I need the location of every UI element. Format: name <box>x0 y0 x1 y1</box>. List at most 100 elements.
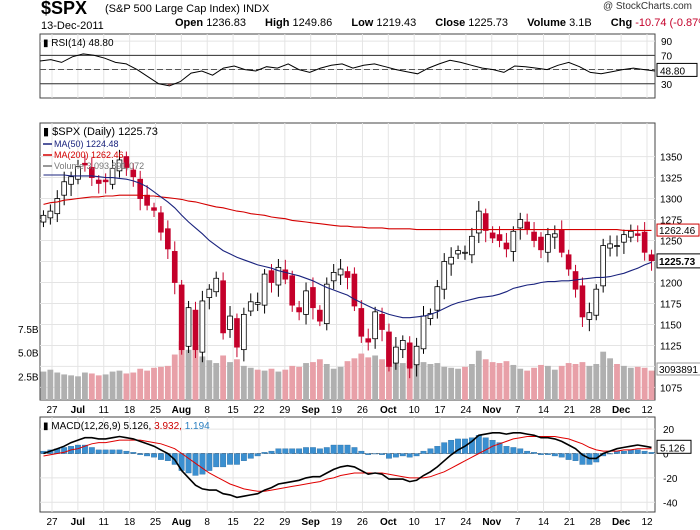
macd-histogram-bar <box>137 453 144 455</box>
volume-bar <box>634 366 641 400</box>
macd-histogram-bar <box>344 444 351 454</box>
macd-histogram-bar <box>510 447 517 454</box>
candle-body <box>144 194 150 206</box>
macd-x-tick-label: 27 <box>46 517 58 528</box>
macd-histogram-bar <box>365 453 372 455</box>
volume-bar <box>413 359 420 400</box>
x-tick-label: 11 <box>99 405 110 416</box>
macd-histogram-bar <box>102 449 109 454</box>
candle-body <box>54 198 61 215</box>
ma200-tag-value: 1262.46 <box>659 226 696 237</box>
macd-x-tick-label: Jul <box>71 517 86 528</box>
volume-bar <box>88 373 95 400</box>
candle-body <box>323 283 330 325</box>
ma50-line <box>43 174 652 319</box>
macd-signal-line <box>43 436 652 492</box>
candle-body <box>337 268 344 276</box>
macd-x-tick-label: 26 <box>357 517 369 528</box>
candle-body <box>648 254 655 262</box>
volume-bar <box>420 362 427 400</box>
candle-body <box>303 290 309 315</box>
close-label: Close <box>435 17 466 29</box>
volume-tag-box <box>656 362 700 376</box>
candle-body <box>393 346 399 364</box>
candle-body <box>475 210 482 234</box>
candle-body <box>634 233 641 236</box>
volume-bar <box>82 372 88 400</box>
candle-body <box>116 159 123 172</box>
candle-body <box>151 207 157 211</box>
volume-bar <box>448 367 455 400</box>
x-tick-label: 8 <box>204 405 210 416</box>
quote-date: 13-Dec-2011 <box>41 20 104 32</box>
volume-bar <box>213 363 220 400</box>
volume-bar <box>427 364 434 400</box>
candle-body <box>213 277 220 293</box>
x-tick-label: 26 <box>357 405 369 416</box>
macd-x-tick-label: 14 <box>538 517 550 528</box>
volume-bar <box>386 347 392 400</box>
volume-bar <box>551 369 558 400</box>
volume-bar <box>123 373 130 400</box>
macd-histogram-bar <box>482 437 489 454</box>
candle-body <box>607 243 613 249</box>
price-tick-label: 1350 <box>660 153 683 164</box>
volume-bar <box>282 369 289 400</box>
candle-body <box>89 167 95 178</box>
security-name: (S&P 500 Large Cap Index) <box>105 3 240 15</box>
macd-histogram-bar <box>282 448 289 454</box>
macd-histogram-bar <box>310 447 316 454</box>
volume-bar <box>323 364 330 400</box>
volume-bar <box>261 370 268 400</box>
legend-entry: MA(200) 1262.46 <box>54 150 124 160</box>
macd-histogram-bar <box>572 453 579 461</box>
volume-bar <box>441 366 448 400</box>
macd-x-tick-label: 8 <box>204 517 210 528</box>
exchange-code: INDX <box>243 3 270 15</box>
macd-histogram-bar <box>323 447 330 454</box>
x-tick-label: Aug <box>172 405 191 416</box>
volume-bar <box>621 365 627 400</box>
volume-bar <box>310 362 316 400</box>
macd-x-tick-label: 12 <box>641 517 653 528</box>
credit-text: @ StockCharts.com <box>602 1 692 12</box>
macd-x-tick-label: Nov <box>482 517 501 528</box>
candle-body <box>47 210 54 219</box>
macd-title-hist: 1.194 <box>185 421 210 432</box>
volume-bar <box>303 363 309 400</box>
volume-bar <box>254 369 261 400</box>
rsi-last-box <box>656 62 698 77</box>
candle-body <box>593 288 600 316</box>
rsi-tick-label: 70 <box>661 51 673 62</box>
volume-bar <box>206 360 213 400</box>
volume-bar <box>344 361 351 400</box>
candle-body <box>365 338 372 343</box>
change-value: -10.74 (-0.87%) <box>635 17 700 29</box>
x-tick-label: 28 <box>590 405 602 416</box>
macd-x-tick-label: 29 <box>279 517 291 528</box>
macd-histogram-bar <box>379 453 385 455</box>
legend-entry: Volume 3,093,891,072 <box>54 161 144 171</box>
macd-x-tick-label: 11 <box>99 517 110 528</box>
x-tick-label: Nov <box>482 405 501 416</box>
macd-last-box <box>656 439 692 454</box>
high-label: High <box>265 17 290 29</box>
x-tick-label: 22 <box>253 405 265 416</box>
volume-bar <box>75 376 81 400</box>
macd-histogram-bar <box>289 448 296 454</box>
macd-histogram-bar <box>206 453 213 471</box>
macd-histogram-bar <box>503 446 510 454</box>
price-tick-label: 1075 <box>660 383 683 394</box>
volume-bar <box>455 368 461 400</box>
volume-bar <box>524 370 531 400</box>
volume-value: 3.1B <box>569 17 592 29</box>
rsi-title: ▮ RSI(14) 48.80 <box>43 38 114 49</box>
volume-bar <box>586 365 593 400</box>
high-value: 1249.86 <box>292 17 333 29</box>
price-tick-label: 1150 <box>660 320 682 331</box>
last-price-box <box>656 253 700 269</box>
volume-bar <box>171 354 178 400</box>
volume-bar <box>275 371 282 400</box>
macd-histogram-bar <box>406 453 413 458</box>
panel-frame-rsi <box>39 33 656 99</box>
